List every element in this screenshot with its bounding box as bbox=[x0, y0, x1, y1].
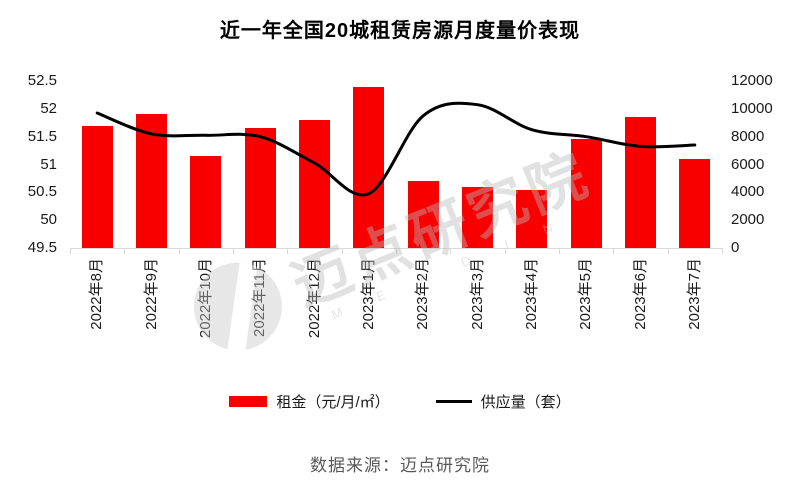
bar-7 bbox=[407, 181, 439, 248]
y-axis-label-left: 52.5 bbox=[27, 72, 57, 89]
bar-1 bbox=[81, 125, 113, 248]
x-axis-label: 2023年7月 bbox=[685, 258, 703, 330]
legend-item-supply: 供应量（套） bbox=[435, 391, 571, 412]
legend-line-swatch-icon bbox=[435, 400, 472, 403]
x-axis-tick bbox=[613, 248, 615, 254]
chart-title: 近一年全国20城租赁房源月度量价表现 bbox=[219, 20, 581, 42]
x-axis-tick bbox=[70, 248, 71, 254]
x-axis-tick bbox=[396, 248, 397, 254]
x-axis-tick bbox=[722, 248, 723, 254]
y-axis-label-left: 51 bbox=[40, 155, 57, 173]
legend-bar-label: 租金（元/月/㎡） bbox=[276, 394, 390, 411]
y-axis-label-left: 52 bbox=[40, 99, 57, 117]
legend-item-rent: 租金（元/月/㎡） bbox=[229, 391, 390, 412]
x-axis-label: 2023年1月 bbox=[359, 258, 377, 330]
bar-3 bbox=[190, 156, 222, 248]
legend-line-label: 供应量（套） bbox=[480, 394, 571, 411]
x-axis-label: 2022年12月 bbox=[305, 258, 323, 339]
y-axis-label-left: 51.5 bbox=[27, 127, 57, 145]
bar-10 bbox=[570, 139, 602, 248]
x-axis-label: 2022年8月 bbox=[88, 258, 106, 330]
y-axis-label-right: 12000 bbox=[731, 72, 773, 89]
bar-4 bbox=[244, 128, 276, 248]
y-axis-label-right: 4000 bbox=[731, 183, 765, 201]
x-axis-label: 2023年4月 bbox=[522, 258, 540, 330]
x-axis-label: 2023年5月 bbox=[577, 258, 595, 330]
x-axis-tick bbox=[450, 248, 452, 254]
y-axis-label-right: 2000 bbox=[731, 211, 765, 229]
x-axis-tick bbox=[667, 248, 669, 254]
bar-6 bbox=[353, 86, 385, 248]
data-source: 数据来源：迈点研究院 bbox=[310, 456, 490, 475]
y-axis-label-left: 50 bbox=[40, 211, 57, 229]
x-axis-tick bbox=[178, 248, 180, 254]
x-axis-label: 2023年2月 bbox=[414, 258, 432, 330]
y-axis-label-right: 8000 bbox=[731, 127, 765, 145]
x-axis-label: 2022年11月 bbox=[251, 258, 269, 337]
x-axis-tick bbox=[341, 248, 343, 254]
bar-2 bbox=[136, 114, 167, 248]
y-axis-label-right: 6000 bbox=[731, 155, 765, 173]
x-axis-tick bbox=[504, 248, 506, 254]
legend: 租金（元/月/㎡） 供应量（套） bbox=[0, 391, 800, 412]
legend-bar-swatch-icon bbox=[229, 396, 268, 407]
x-axis-label: 2023年6月 bbox=[631, 258, 649, 330]
bar-9 bbox=[516, 189, 548, 248]
x-axis-label: 2023年3月 bbox=[468, 258, 486, 330]
y-axis-label-left: 49.5 bbox=[27, 239, 57, 256]
x-axis-tick bbox=[233, 248, 234, 254]
y-axis-label-right: 10000 bbox=[731, 99, 773, 117]
bar-5 bbox=[299, 120, 330, 248]
x-axis-tick bbox=[287, 248, 289, 254]
x-axis-tick bbox=[124, 248, 126, 254]
y-axis-label-left: 50.5 bbox=[27, 183, 57, 201]
supply-line bbox=[95, 101, 697, 197]
x-axis-label: 2022年9月 bbox=[142, 258, 160, 330]
bar-11 bbox=[625, 117, 656, 248]
bar-12 bbox=[679, 158, 711, 248]
bar-8 bbox=[462, 186, 493, 248]
x-axis-tick bbox=[559, 248, 560, 254]
x-axis-label: 2022年10月 bbox=[196, 258, 214, 339]
y-axis-label-right: 0 bbox=[731, 239, 740, 256]
